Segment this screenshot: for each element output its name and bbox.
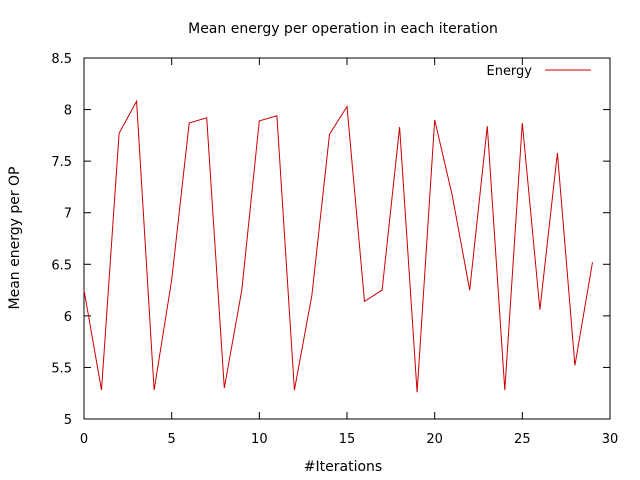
x-tick-label: 20 — [426, 432, 443, 447]
legend: Energy — [486, 64, 591, 79]
y-tick-label: 6 — [64, 310, 72, 325]
x-tick-label: 10 — [251, 432, 268, 447]
y-tick-label: 7 — [64, 207, 72, 222]
x-tick-label: 25 — [514, 432, 531, 447]
series-line-0 — [83, 99, 593, 393]
y-tick-label: 6.5 — [51, 258, 72, 273]
plot-frame — [83, 57, 611, 420]
x-tick-label: 0 — [80, 432, 88, 447]
x-tick-label: 15 — [339, 432, 356, 447]
x-axis-label: #Iterations — [304, 459, 382, 475]
y-tick-label: 5 — [64, 413, 72, 428]
y-tick-label: 8 — [64, 104, 72, 119]
y-axis-label: Mean energy per OP — [7, 167, 23, 310]
y-tick-label: 8.5 — [51, 52, 72, 67]
y-tick-label: 5.5 — [51, 361, 72, 376]
x-tick-label: 5 — [168, 432, 176, 447]
y-tick-label: 7.5 — [51, 155, 72, 170]
legend-label-energy: Energy — [486, 64, 532, 79]
series-layer — [83, 99, 593, 393]
chart-title: Mean energy per operation in each iterat… — [188, 21, 498, 37]
x-tick-label: 30 — [602, 432, 619, 447]
